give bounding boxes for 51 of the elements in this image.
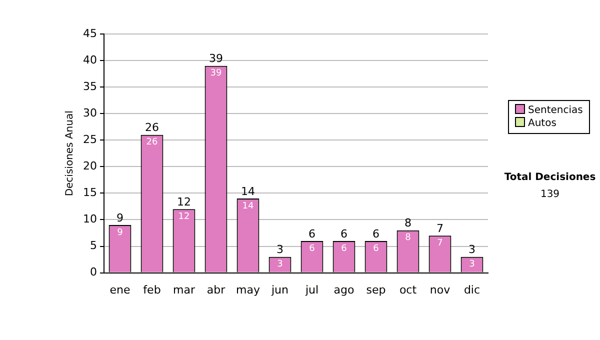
data-label: 14 (242, 201, 254, 212)
total-label: 39 (209, 52, 223, 66)
data-label: 6 (373, 244, 380, 254)
text: Total Decisiones (503, 172, 597, 183)
y-tick-label: 35 (82, 80, 97, 93)
total-label: 3 (276, 243, 284, 256)
total-label: 3 (468, 243, 476, 256)
legend-label: Sentencias (527, 104, 583, 117)
y-axis-title: Decisiones Anual (64, 110, 76, 196)
total-label: 8 (404, 216, 412, 230)
total-label: 6 (372, 227, 380, 240)
x-tick-label: oct (399, 283, 418, 296)
x-tick-label: jun (270, 283, 289, 296)
x-tick-label: sep (366, 283, 386, 296)
x-tick-label: ene (110, 283, 130, 296)
total-label: 7 (436, 222, 444, 236)
x-tick-label: feb (143, 283, 161, 296)
total-label: 6 (340, 227, 348, 240)
x-tick-label: ago (334, 283, 354, 296)
y-tick-label: 0 (90, 266, 97, 279)
x-tick-label: jul (304, 283, 319, 296)
data-label: 12 (178, 212, 190, 222)
x-tick-label: mar (173, 283, 196, 296)
y-tick-label: 10 (82, 212, 97, 226)
y-tick-label: 40 (82, 53, 97, 66)
x-tick-label: dic (464, 283, 480, 296)
x-tick-label: abr (206, 283, 226, 296)
total-label: 12 (177, 195, 191, 208)
data-label: 3 (277, 260, 283, 270)
data-label: 6 (309, 244, 316, 254)
total-label: 6 (308, 227, 316, 240)
data-label: 3 (469, 260, 475, 270)
data-label: 6 (341, 244, 348, 254)
x-tick-label: may (236, 283, 260, 296)
text: 139 (539, 189, 561, 200)
data-label: 39 (210, 68, 222, 79)
x-tick-label: nov (430, 283, 451, 296)
data-label: 7 (437, 238, 443, 248)
y-tick-label: 25 (82, 132, 97, 146)
y-tick-label: 15 (82, 186, 97, 200)
data-label: 8 (405, 233, 412, 244)
data-label: 9 (117, 228, 124, 238)
total-label: 26 (144, 121, 159, 134)
total-label: 14 (241, 184, 255, 198)
y-tick-label: 45 (82, 26, 97, 40)
y-tick-label: 30 (82, 106, 97, 120)
data-label: 26 (146, 138, 158, 148)
total-label: 9 (116, 211, 124, 224)
y-tick-label: 5 (90, 239, 97, 252)
y-tick-label: 20 (82, 160, 97, 173)
legend-label: Autos (527, 117, 558, 130)
